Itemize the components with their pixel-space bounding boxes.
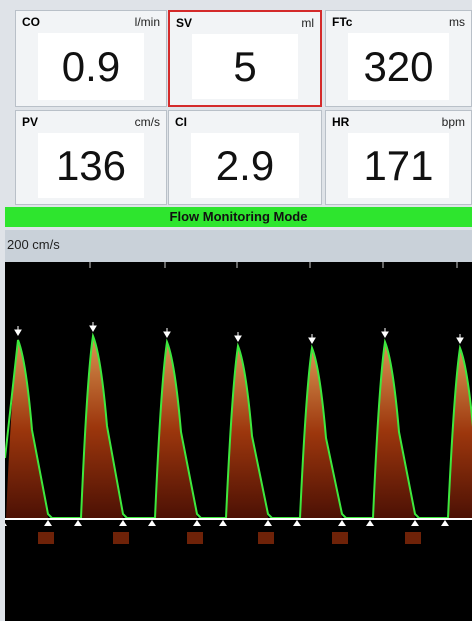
echo-blob bbox=[332, 532, 348, 544]
parameter-unit: bpm bbox=[442, 115, 465, 129]
parameter-unit: cm/s bbox=[135, 115, 160, 129]
parameter-unit: ms bbox=[449, 15, 465, 29]
parameter-tile[interactable]: CI 2.9 bbox=[168, 110, 322, 205]
parameter-value: 5 bbox=[192, 34, 298, 99]
parameter-label: PV bbox=[22, 115, 38, 129]
parameter-tile[interactable]: PV cm/s 136 bbox=[15, 110, 167, 205]
parameter-value: 0.9 bbox=[38, 33, 144, 100]
parameter-unit: l/min bbox=[135, 15, 160, 29]
parameter-label: CO bbox=[22, 15, 40, 29]
parameter-tile[interactable]: CO l/min 0.9 bbox=[15, 10, 167, 107]
parameter-label: SV bbox=[176, 16, 192, 30]
echo-blob bbox=[113, 532, 129, 544]
parameter-value: 2.9 bbox=[191, 133, 299, 198]
echo-blob bbox=[187, 532, 203, 544]
parameter-label: CI bbox=[175, 115, 187, 129]
parameter-value: 136 bbox=[38, 133, 144, 198]
parameter-unit: ml bbox=[301, 16, 314, 30]
doppler-waveform bbox=[5, 262, 472, 621]
echo-blob bbox=[258, 532, 274, 544]
parameter-label: FTc bbox=[332, 15, 352, 29]
parameter-value: 320 bbox=[348, 33, 449, 100]
mode-banner: Flow Monitoring Mode bbox=[5, 207, 472, 227]
echo-blob bbox=[405, 532, 421, 544]
echo-blob bbox=[38, 532, 54, 544]
scale-label: 200 cm/s bbox=[5, 230, 472, 262]
parameter-label: HR bbox=[332, 115, 349, 129]
parameter-tile[interactable]: HR bpm 171 bbox=[325, 110, 472, 205]
monitor-screen: {"tiles": [ {"label": "CO", "unit": "l/m… bbox=[0, 0, 472, 621]
parameter-value: 171 bbox=[348, 133, 449, 198]
